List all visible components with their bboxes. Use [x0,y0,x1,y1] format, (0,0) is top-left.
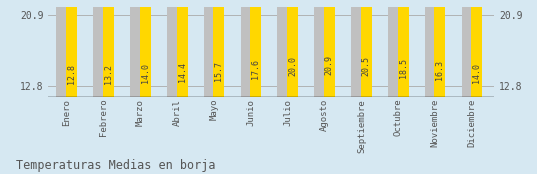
Text: 14.0: 14.0 [472,63,481,83]
Text: 12.8: 12.8 [67,64,76,84]
Bar [361,0,372,97]
Text: 14.4: 14.4 [178,62,186,82]
Bar [314,0,325,97]
Bar [204,0,215,97]
Text: 16.3: 16.3 [436,60,445,80]
Bar [93,0,104,97]
Bar [250,0,261,97]
Bar [177,0,187,97]
Bar [388,0,399,97]
Text: 18.5: 18.5 [398,58,408,78]
Bar [351,0,362,97]
Text: 14.0: 14.0 [141,63,150,83]
Bar [462,0,473,97]
Bar [167,0,178,97]
Bar [278,0,288,97]
Text: 20.0: 20.0 [288,56,297,76]
Text: 13.2: 13.2 [104,64,113,84]
Text: 17.6: 17.6 [251,59,260,79]
Bar [425,0,436,97]
Text: Temperaturas Medias en borja: Temperaturas Medias en borja [16,159,216,172]
Bar [103,0,114,97]
Bar [140,0,151,97]
Text: 20.5: 20.5 [362,56,371,76]
Bar [213,0,224,97]
Text: 15.7: 15.7 [214,61,223,81]
Bar [287,0,298,97]
Text: 20.9: 20.9 [325,55,334,75]
Bar [66,0,77,97]
Bar [56,0,68,97]
Bar [241,0,252,97]
Bar [324,0,335,97]
Bar [397,0,409,97]
Bar [130,0,141,97]
Bar [434,0,445,97]
Bar [471,0,482,97]
